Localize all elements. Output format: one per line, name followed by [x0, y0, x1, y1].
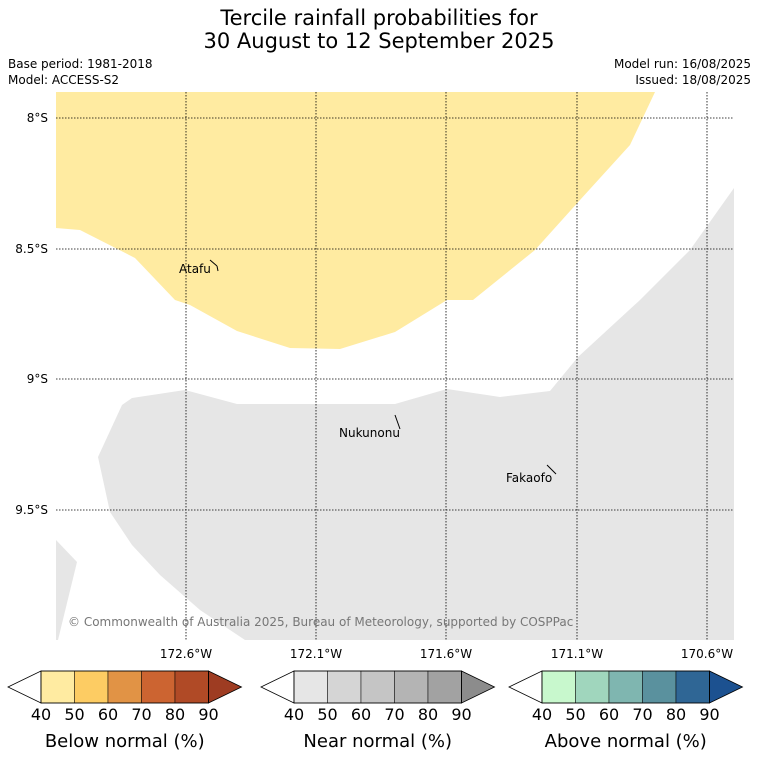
- map-area: [56, 92, 734, 640]
- legend-tick-label: 80: [165, 705, 185, 724]
- copyright-notice: © Commonwealth of Australia 2025, Bureau…: [68, 615, 573, 629]
- legend-swatch: [141, 670, 176, 704]
- legend-tick-label: 90: [699, 705, 719, 724]
- legend-title: Above normal (%): [545, 731, 707, 752]
- legend-frame: [40, 670, 209, 704]
- lat-label: 9.5°S: [15, 503, 48, 517]
- legend-swatch: [360, 670, 395, 704]
- legend-tick-label: 50: [64, 705, 84, 724]
- legend-swatch: [74, 670, 109, 704]
- legend-title: Below normal (%): [45, 731, 205, 752]
- atafu-marker-tail: [216, 265, 219, 272]
- place-fakaofo: Fakaofo: [506, 471, 552, 485]
- legend-tick-label: 60: [351, 705, 371, 724]
- legend-tick-label: 70: [384, 705, 404, 724]
- legend-tick-label: 50: [317, 705, 337, 724]
- place-atafu: Atafu: [179, 262, 211, 276]
- legends: 40 50 60 70 80 90 Below normal (%) 40 50 60 70 80 90…: [7, 670, 744, 752]
- chart-title-line1: Tercile rainfall probabilities for: [220, 6, 538, 30]
- legend-swatch: [608, 670, 643, 704]
- base-period: Base period: 1981-2018: [8, 57, 153, 71]
- issued-date: Issued: 18/08/2025: [635, 73, 751, 87]
- legend-swatch: [40, 670, 75, 704]
- lon-label: 171.1°W: [551, 647, 603, 661]
- legend-tick-label: 70: [632, 705, 652, 724]
- legend-tick-label: 80: [666, 705, 686, 724]
- below-normal-region: [56, 92, 655, 349]
- legend-tick-label: 90: [198, 705, 218, 724]
- lat-label: 8.5°S: [15, 242, 48, 256]
- legend-swatch: [394, 670, 429, 704]
- legend-tick-label: 80: [418, 705, 438, 724]
- chart-title-line2: 30 August to 12 September 2025: [203, 29, 555, 53]
- lat-label: 9°S: [27, 372, 48, 386]
- legend-tick-label: 50: [565, 705, 585, 724]
- legend-frame: [293, 670, 462, 704]
- legend-extend-low: [508, 670, 543, 704]
- near-normal-region-west: [56, 540, 77, 640]
- legend-swatch: [327, 670, 362, 704]
- legend-tick-label: 40: [284, 705, 304, 724]
- legend-tick-label: 40: [31, 705, 51, 724]
- axis-labels: 8°S 8.5°S 9°S 9.5°S 172.6°W 172.1°W 171.6°W 171…: [15, 111, 733, 661]
- legend-tick-label: 70: [131, 705, 151, 724]
- legend-swatch: [107, 670, 142, 704]
- legend-title: Near normal (%): [303, 731, 452, 752]
- legend-swatch: [427, 670, 462, 704]
- legend-below-normal: 40 50 60 70 80 90 Below normal (%): [7, 670, 243, 752]
- legend-swatch: [174, 670, 209, 704]
- lon-label: 172.1°W: [290, 647, 342, 661]
- legend-tick-label: 40: [532, 705, 552, 724]
- legend-extend-low: [260, 670, 295, 704]
- place-nukunonu: Nukunonu: [339, 426, 400, 440]
- lon-label: 172.6°W: [160, 647, 212, 661]
- lon-label: 171.6°W: [420, 647, 472, 661]
- legend-extend-high: [208, 670, 243, 704]
- legend-frame: [541, 670, 710, 704]
- lon-label: 170.6°W: [681, 647, 733, 661]
- legend-above-normal: 40 50 60 70 80 90 Above normal (%): [508, 670, 744, 752]
- nukunonu-marker: [394, 414, 401, 430]
- legend-swatch: [575, 670, 610, 704]
- legend-swatch: [541, 670, 576, 704]
- legend-tick-label: 60: [599, 705, 619, 724]
- legend-extend-high: [709, 670, 744, 704]
- near-normal-region: [98, 188, 734, 640]
- legend-extend-high: [461, 670, 496, 704]
- graticule: [56, 92, 734, 640]
- fakaofo-marker: [546, 464, 557, 475]
- model-name: Model: ACCESS-S2: [8, 73, 120, 87]
- model-run-date: Model run: 16/08/2025: [613, 57, 751, 71]
- lat-label: 8°S: [27, 111, 48, 125]
- legend-swatch: [642, 670, 677, 704]
- legend-near-normal: 40 50 60 70 80 90 Near normal (%): [260, 670, 496, 752]
- legend-tick-label: 60: [98, 705, 118, 724]
- legend-extend-low: [7, 670, 42, 704]
- legend-swatch: [675, 670, 710, 704]
- legend-swatch: [293, 670, 328, 704]
- legend-tick-label: 90: [451, 705, 471, 724]
- atafu-marker: [209, 259, 218, 267]
